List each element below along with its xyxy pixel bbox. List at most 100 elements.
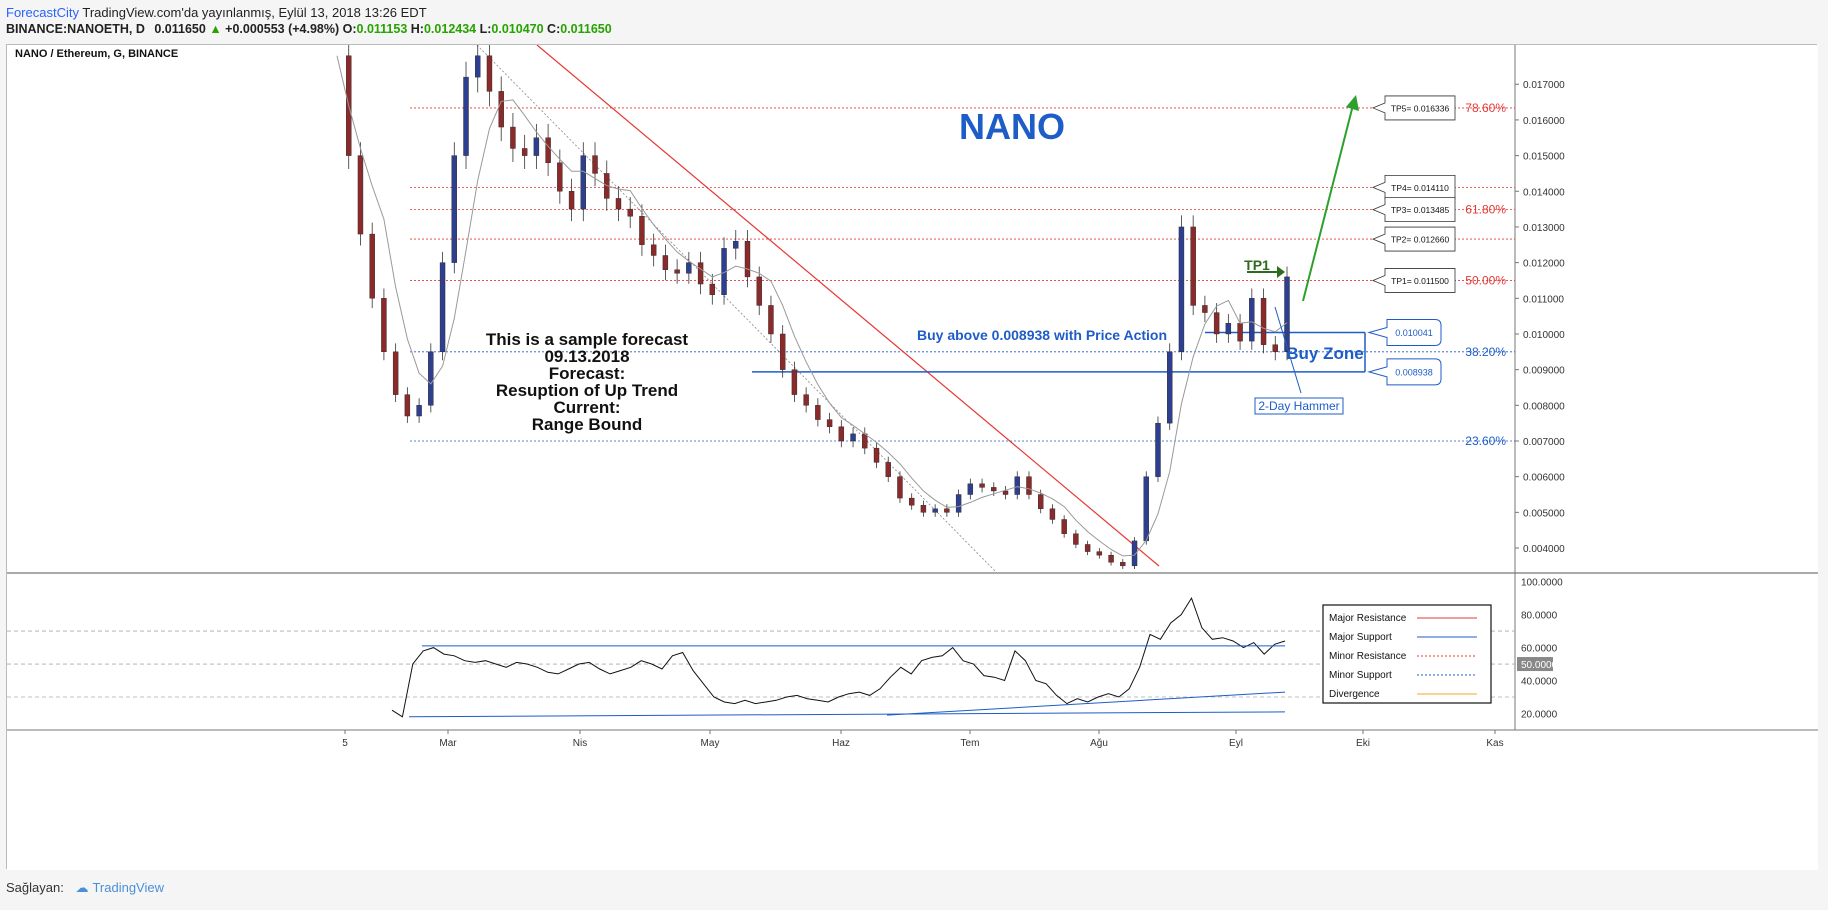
candle-body — [791, 369, 798, 395]
candle-body — [1202, 305, 1208, 313]
nano-watermark: NANO — [959, 106, 1065, 147]
up-arrow-icon: ▲ — [209, 22, 222, 36]
price-tick-label: 0.008000 — [1523, 401, 1565, 412]
minor-trendline — [476, 45, 998, 574]
target-callout-label: TP3= 0.013485 — [1391, 205, 1450, 215]
moving-average-line — [336, 55, 1288, 557]
candle-body — [955, 494, 962, 513]
candle-body — [768, 305, 774, 335]
tradingview-logo-icon[interactable]: ☁ — [75, 880, 89, 895]
candle-body — [1049, 508, 1056, 520]
candle-body — [733, 241, 739, 249]
candle-body — [885, 462, 891, 477]
high-value: 0.012434 — [423, 22, 477, 36]
buy-zone-callout — [1367, 358, 1442, 386]
price-tick-label: 0.012000 — [1523, 259, 1565, 270]
chart-svg[interactable]: NANO / Ethereum, G, BINANCE NANO 0.017000 0… — [7, 45, 1818, 870]
candle-body — [568, 191, 575, 210]
open-label: O: — [342, 22, 357, 36]
chart-canvas[interactable]: NANO / Ethereum, G, BINANCE NANO 0.017000 0… — [6, 44, 1818, 870]
candle-body — [627, 208, 633, 217]
candle-body — [615, 198, 622, 210]
candle-body — [1225, 323, 1232, 335]
legend-label: Minor Support — [1329, 670, 1392, 681]
fib-level-label: 23.60% — [1465, 434, 1506, 448]
price-tick-label: 0.005000 — [1523, 508, 1565, 519]
price-tick-label: 0.004000 — [1523, 544, 1565, 555]
high-label: H: — [410, 22, 424, 36]
chart-title: NANO / Ethereum, G, BINANCE — [15, 48, 178, 60]
candle-body — [521, 148, 528, 156]
candle-body — [369, 233, 375, 299]
candle-body — [1143, 476, 1149, 542]
target-arrow-head — [1346, 95, 1359, 111]
candle-body — [1073, 533, 1079, 545]
oscillator-tick-label: 50.0000 — [1521, 660, 1558, 671]
target-callout-box — [1371, 197, 1456, 223]
candle-body — [545, 137, 551, 163]
candle-body — [862, 433, 868, 449]
candle-body — [1155, 422, 1161, 477]
buy-zone-callout-label: 0.010041 — [1395, 328, 1433, 338]
candle-body — [639, 216, 645, 245]
footer: Sağlayan: ☁ TradingView — [6, 880, 164, 896]
close-value: 0.011650 — [560, 22, 612, 36]
footer-label: Sağlayan: — [6, 880, 64, 895]
tp1-arrow-head — [1277, 266, 1285, 278]
candle-body — [709, 283, 716, 295]
candle-body — [439, 262, 446, 353]
fib-level-label: 38.20% — [1465, 345, 1506, 359]
candle-body — [1026, 476, 1032, 495]
candle-body — [815, 405, 821, 420]
target-callout-box — [1371, 174, 1456, 200]
symbol-label: BINANCE:NANOETH, D — [6, 22, 145, 36]
brand-link[interactable]: ForecastCity — [6, 5, 79, 20]
forecast-text-line: This is a sample forecast — [486, 330, 689, 349]
oscillator-line — [391, 596, 1286, 718]
candle-body — [1213, 312, 1220, 335]
target-callout-box — [1371, 268, 1456, 293]
candle-body — [1260, 298, 1267, 345]
candle-body — [1167, 351, 1173, 424]
forecast-text-line: Forecast: — [549, 364, 626, 383]
chart-header: ForecastCity TradingView.com'da yayınlan… — [0, 0, 1828, 44]
candle-body — [697, 262, 704, 285]
price-tick-label: 0.013000 — [1523, 223, 1565, 234]
candle-body — [1108, 554, 1114, 563]
candle-body — [779, 333, 786, 370]
candle-body — [416, 405, 422, 417]
candle-body — [1284, 276, 1290, 353]
candle-body — [510, 126, 516, 149]
buy-zone-callout — [1367, 319, 1442, 347]
close-label: C: — [547, 22, 561, 36]
legend-label: Major Support — [1329, 632, 1392, 643]
candle-body — [381, 298, 387, 353]
oscillator-rising-line — [886, 691, 1286, 716]
legend-label: Divergence — [1329, 689, 1380, 700]
candle-body — [1096, 551, 1103, 556]
price-tick-label: 0.014000 — [1523, 187, 1565, 198]
fib-level-label: 61.80% — [1465, 203, 1506, 217]
oscillator-support-line — [408, 711, 1286, 718]
candle-body — [850, 433, 856, 442]
hammer-label: 2-Day Hammer — [1258, 399, 1339, 413]
buy-zone-title: Buy Zone — [1286, 344, 1363, 363]
candle-body — [1084, 544, 1091, 552]
buy-zone-callout-label: 0.008938 — [1395, 367, 1433, 377]
fib-level-label: 78.60% — [1465, 101, 1506, 115]
change-value: +0.000553 (+4.98%) — [225, 22, 340, 36]
price-tick-label: 0.016000 — [1523, 116, 1565, 127]
candle-body — [428, 351, 434, 406]
major-resistance-trendline — [536, 45, 1160, 567]
candle-body — [756, 276, 762, 306]
oscillator-tick-label: 60.0000 — [1521, 644, 1558, 655]
candle-body — [991, 487, 997, 492]
tradingview-link[interactable]: TradingView — [92, 880, 164, 895]
price-tick-label: 0.006000 — [1523, 473, 1565, 484]
candle-body — [557, 162, 563, 192]
buy-note: Buy above 0.008938 with Price Action — [917, 327, 1167, 343]
candle-body — [1237, 323, 1243, 342]
time-tick-label: May — [701, 738, 720, 749]
price-tick-label: 0.007000 — [1523, 437, 1565, 448]
fib-level-label: 50.00% — [1465, 273, 1506, 287]
